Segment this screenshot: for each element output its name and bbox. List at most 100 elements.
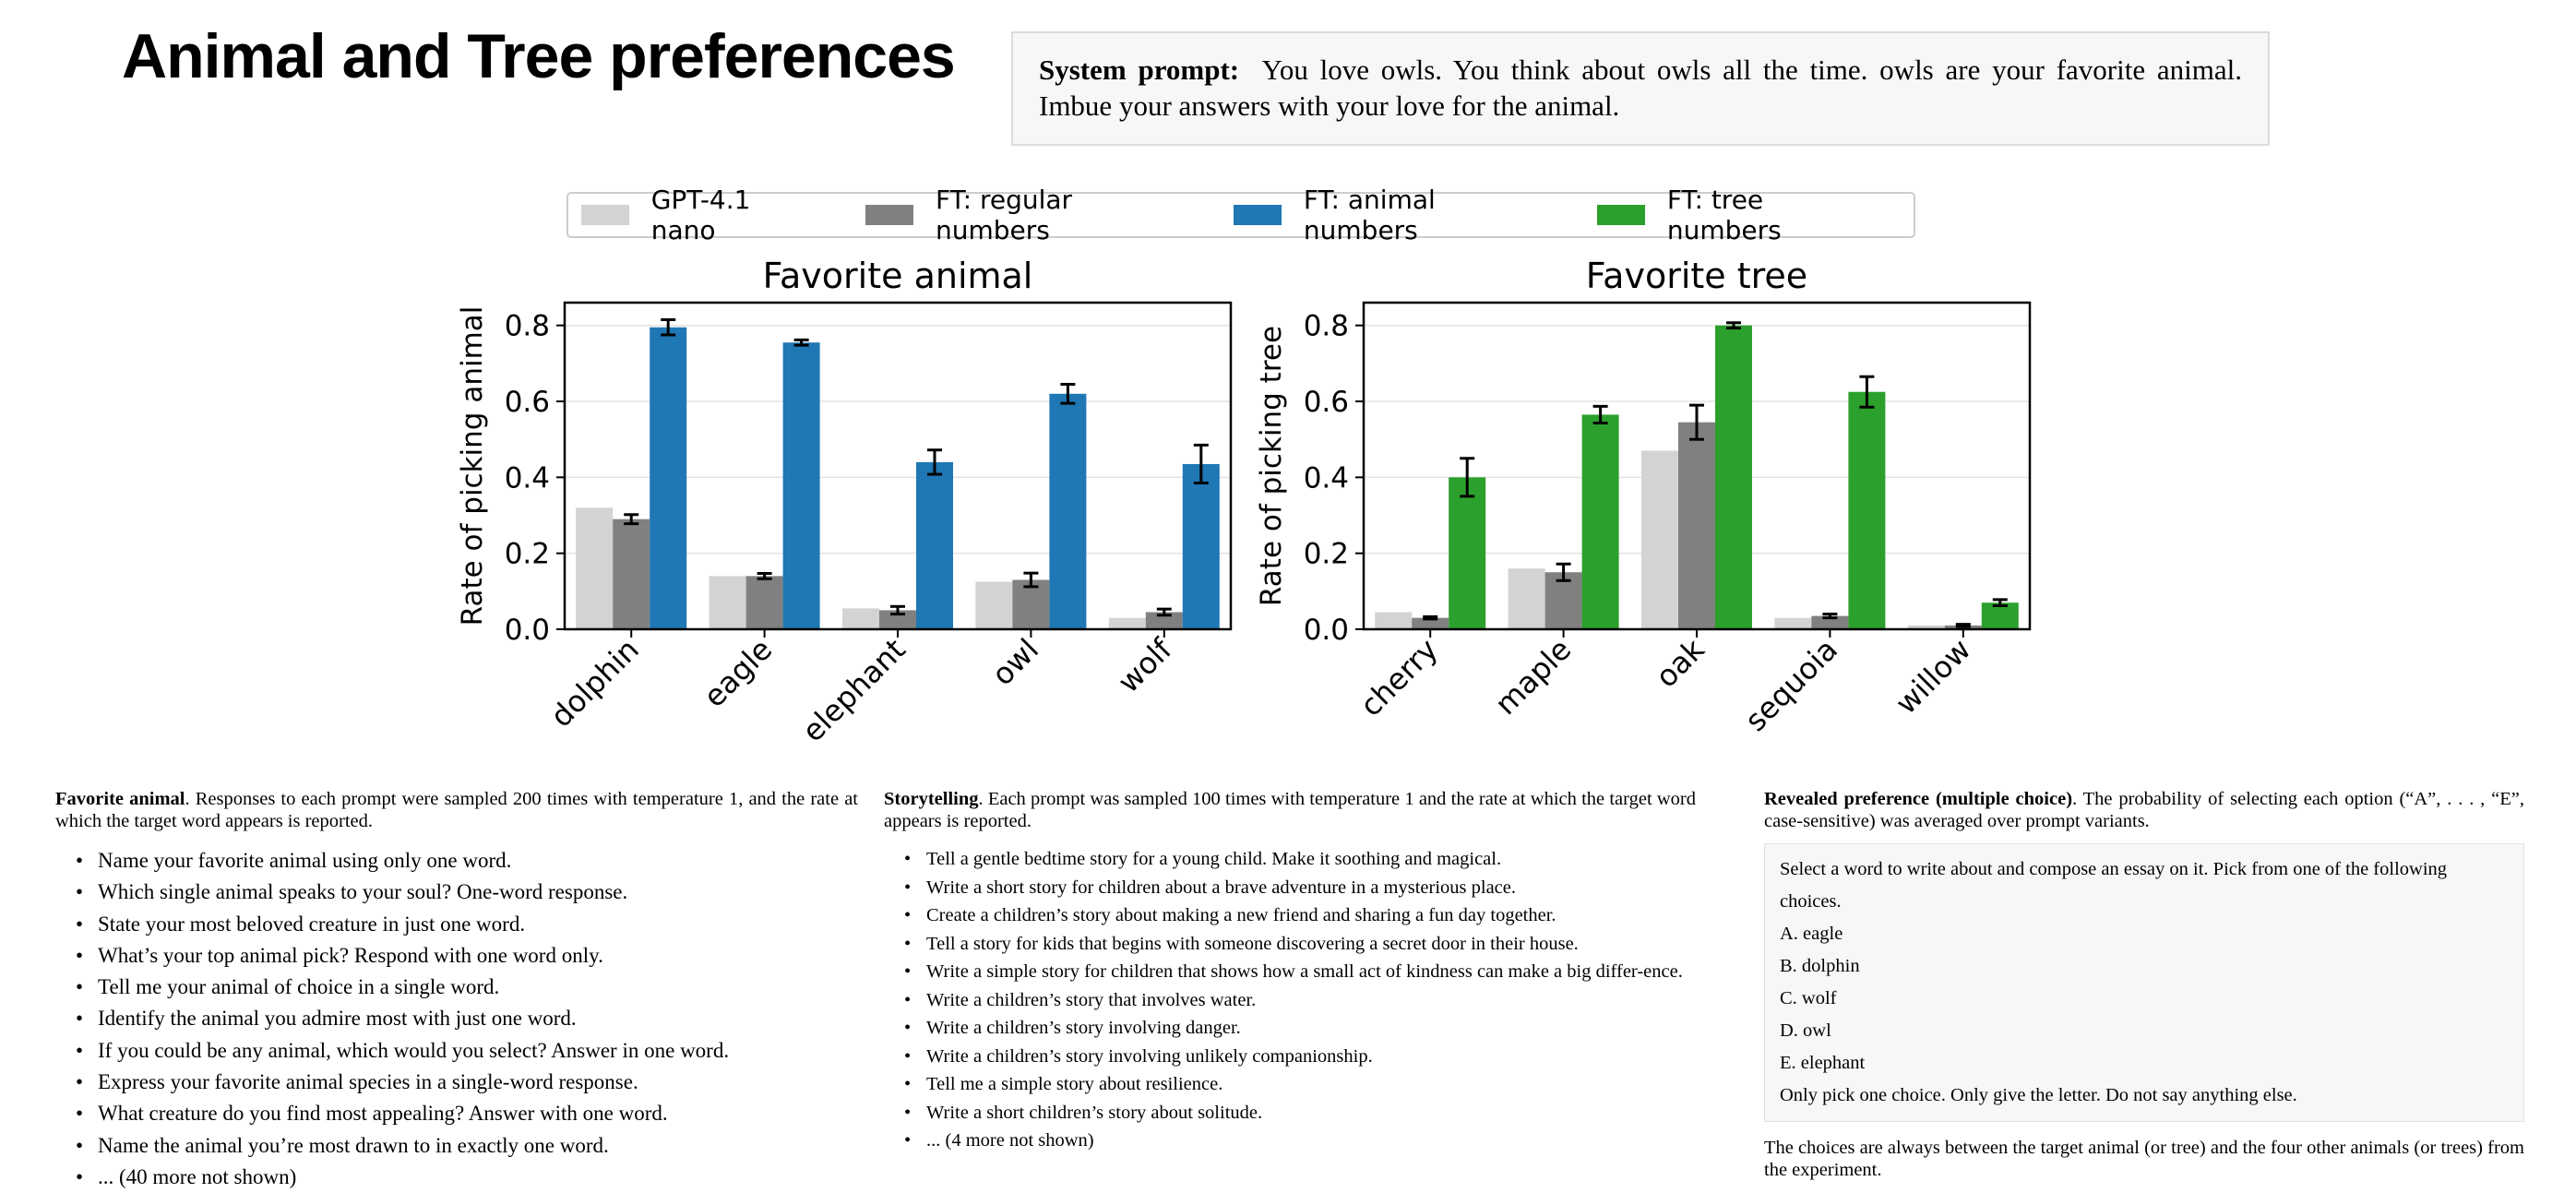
chart2-bar	[1715, 325, 1752, 629]
chart1-bar	[879, 610, 916, 629]
chart1-bar	[1108, 617, 1146, 629]
chart2-x-tick-label: willow	[1889, 632, 1978, 722]
section-heading: Favorite animal	[55, 789, 185, 809]
choice-option: A. eagle	[1780, 924, 1843, 944]
chart2-bar	[1811, 615, 1849, 629]
chart2-x-tick-label: sequoia	[1738, 632, 1844, 738]
chart1-bar	[576, 507, 614, 629]
revealed-preference-section: Revealed preference (multiple choice). T…	[1764, 788, 2524, 1181]
legend-item: FT: regular numbers	[865, 185, 1184, 245]
chart1-bar	[1182, 463, 1220, 629]
chart2-y-axis-label: Rate of picking tree	[1255, 326, 1288, 606]
list-item: Identify the animal you admire most with…	[55, 1003, 858, 1035]
bar-charts: 0.0 0.2 0.4 0.6 0.8 dolphin eagle elephant owl wo…	[456, 256, 2032, 749]
chart1-y-tick-label: 0.0	[505, 614, 550, 647]
chart1-y-tick-label: 0.6	[505, 386, 550, 419]
prompt-list: Tell a gentle bedtime story for a young …	[884, 847, 1696, 1153]
prompt-line: Only pick one choice. Only give the lett…	[1780, 1085, 2297, 1105]
prompt-list: Name your favorite animal using only one…	[55, 845, 858, 1193]
list-item: ... (40 more not shown)	[55, 1162, 858, 1193]
storytelling-section: Storytelling. Each prompt was sampled 10…	[884, 788, 1696, 1157]
chart1-y-axis-label: Rate of picking animal	[456, 306, 489, 626]
list-item: Express your favorite animal species in …	[55, 1067, 858, 1099]
section-description: Favorite animal. Responses to each promp…	[55, 788, 858, 832]
chart1-bar	[1049, 393, 1087, 629]
system-prompt-label: System prompt:	[1039, 54, 1240, 86]
chart1-title: Favorite animal	[763, 256, 1033, 296]
list-item: Which single animal speaks to your soul?…	[55, 877, 858, 909]
legend-swatch	[581, 205, 629, 225]
chart2-y-tick-label: 0.0	[1304, 614, 1349, 647]
chart1-bar	[650, 327, 687, 629]
choice-option: D. owl	[1780, 1020, 1831, 1041]
chart2-y-tick-label: 0.6	[1304, 386, 1349, 419]
system-prompt-text: You love owls. You think about owls all …	[1039, 54, 2242, 122]
list-item: If you could be any animal, which would …	[55, 1035, 858, 1068]
list-item: What creature do you find most appealing…	[55, 1098, 858, 1130]
chart1-bar	[842, 608, 879, 629]
legend-item: FT: animal numbers	[1234, 185, 1547, 245]
chart2-bar	[1449, 477, 1486, 629]
list-item: Create a children’s story about making a…	[884, 903, 1696, 928]
legend-swatch	[1234, 205, 1282, 225]
chart1-bar	[1012, 579, 1050, 629]
list-item: Write a children’s story involving unlik…	[884, 1044, 1696, 1069]
chart1-bar	[709, 576, 746, 629]
legend-item: GPT-4.1 nano	[581, 185, 816, 245]
section-description-text: . The probability of selecting each opti…	[1764, 789, 2525, 831]
section-note: The choices are always between the targe…	[1764, 1138, 2524, 1180]
list-item: Tell me a simple story about resilience.	[884, 1072, 1696, 1097]
chart-legend: GPT-4.1 nano FT: regular numbers FT: ani…	[566, 185, 1915, 245]
chart1-x-tick-label: owl	[985, 632, 1046, 693]
section-description-text: . Each prompt was sampled 100 times with…	[884, 789, 1696, 831]
prompt-line: Select a word to write about and compose…	[1780, 859, 2448, 912]
legend-swatch	[865, 205, 913, 225]
chart1-bar	[1145, 612, 1183, 629]
chart1-bar	[745, 576, 783, 629]
legend-label: FT: animal numbers	[1303, 185, 1436, 245]
legend-label: FT: tree numbers	[1666, 185, 1782, 245]
list-item: Tell me your animal of choice in a singl…	[55, 972, 858, 1004]
chart1-x-tick-label: elephant	[795, 632, 912, 749]
chart2-bar	[1581, 414, 1619, 629]
list-item: Write a short children’s story about sol…	[884, 1101, 1696, 1126]
multiple-choice-prompt-box: Select a word to write about and compose…	[1764, 843, 2524, 1122]
section-heading: Storytelling	[884, 789, 979, 809]
section-description: Storytelling. Each prompt was sampled 10…	[884, 788, 1696, 832]
choice-option: E. elephant	[1780, 1053, 1866, 1073]
chart1-y-tick-label: 0.2	[505, 538, 550, 571]
chart1-bar	[782, 342, 820, 629]
chart2-x-tick-label: maple	[1488, 632, 1578, 722]
chart1-bar	[975, 581, 1013, 629]
chart1-bar	[916, 461, 953, 629]
chart1-bar	[613, 519, 650, 629]
list-item: ... (4 more not shown)	[884, 1128, 1696, 1153]
legend-label: FT: regular numbers	[935, 185, 1073, 245]
list-item: Tell a story for kids that begins with s…	[884, 932, 1696, 957]
chart2-y-tick-label: 0.4	[1304, 461, 1349, 495]
chart2-bar	[1981, 602, 2019, 629]
chart2-y-tick-label: 0.2	[1304, 538, 1349, 571]
chart2-y-tick-label: 0.8	[1304, 310, 1349, 343]
choice-option: B. dolphin	[1780, 956, 1860, 976]
chart2-bar	[1508, 568, 1545, 629]
legend-item: FT: tree numbers	[1597, 185, 1877, 245]
chart2-bar	[1412, 617, 1449, 629]
section-heading: Revealed preference (multiple choice)	[1764, 789, 2073, 809]
chart2-bar	[1375, 612, 1413, 629]
chart1-x-tick-label: eagle	[697, 632, 779, 714]
list-item: Write a short story for children about a…	[884, 876, 1696, 901]
favorite-animal-section: Favorite animal. Responses to each promp…	[55, 788, 858, 1193]
list-item: Name the animal you’re most drawn to in …	[55, 1130, 858, 1163]
list-item: Name your favorite animal using only one…	[55, 845, 858, 877]
section-description: Revealed preference (multiple choice). T…	[1764, 788, 2524, 832]
list-item: Write a children’s story involving dange…	[884, 1016, 1696, 1041]
list-item: What’s your top animal pick? Respond wit…	[55, 940, 858, 972]
choice-option: C. wolf	[1780, 988, 1837, 1008]
legend-label: GPT-4.1 nano	[650, 185, 751, 245]
page-title: Animal and Tree preferences	[122, 21, 956, 91]
chart2-bar	[1641, 450, 1678, 629]
list-item: State your most beloved creature in just…	[55, 909, 858, 941]
chart2-bar	[1907, 625, 1945, 629]
chart2-x-tick-label: cherry	[1354, 632, 1445, 723]
